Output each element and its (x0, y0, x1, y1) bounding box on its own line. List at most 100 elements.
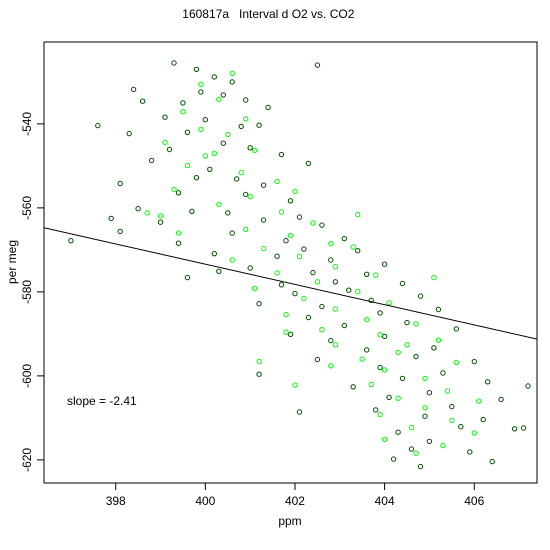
data-point (198, 126, 204, 133)
x-tick-label: 406 (464, 494, 484, 508)
data-point (413, 353, 419, 360)
data-point (381, 261, 388, 267)
data-point (175, 230, 182, 236)
data-point (301, 295, 307, 302)
data-point (332, 264, 338, 270)
data-point (440, 442, 446, 449)
data-point (377, 364, 383, 371)
data-point (171, 186, 177, 193)
data-point (130, 86, 137, 93)
data-point (350, 244, 356, 250)
data-point (180, 109, 186, 115)
data-point (283, 329, 289, 335)
data-point (435, 306, 442, 313)
y-tick-label: -600 (20, 364, 34, 388)
slope-annotation: slope = -2.41 (67, 394, 137, 408)
data-point (247, 145, 253, 151)
data-point (198, 81, 204, 88)
data-point (296, 253, 303, 260)
data-point (251, 285, 258, 292)
data-point (404, 342, 410, 348)
data-point (287, 198, 294, 204)
data-point (341, 322, 347, 329)
data-point (319, 222, 325, 228)
data-point (381, 367, 388, 373)
data-point (449, 417, 455, 424)
data-point (274, 178, 280, 185)
data-point (193, 175, 200, 181)
data-point (449, 403, 455, 410)
data-point (395, 349, 401, 356)
data-point (238, 123, 244, 130)
data-point (234, 176, 240, 182)
data-point (265, 104, 271, 111)
data-point (364, 316, 370, 323)
data-point (395, 429, 401, 435)
data-point (453, 326, 459, 332)
data-point (117, 180, 123, 187)
data-point (476, 398, 482, 404)
data-point (341, 235, 347, 242)
data-point (301, 246, 307, 252)
data-point (417, 463, 424, 470)
data-point (305, 314, 312, 321)
data-point (296, 409, 303, 415)
data-point (332, 306, 338, 312)
data-point (386, 394, 392, 400)
data-point (211, 251, 218, 257)
data-point (399, 375, 406, 382)
data-point (399, 280, 406, 287)
data-point (310, 269, 316, 276)
data-point (229, 257, 235, 263)
data-point (332, 279, 338, 285)
data-point (431, 345, 437, 351)
data-point (471, 430, 477, 436)
data-point (139, 98, 146, 104)
data-point (328, 337, 334, 344)
data-point (157, 213, 164, 219)
data-point (422, 405, 428, 411)
data-point (404, 319, 410, 326)
data-point (467, 449, 473, 455)
data-point (413, 321, 419, 327)
data-point (251, 147, 258, 154)
regression-line (44, 227, 537, 340)
data-point (243, 226, 249, 233)
data-point (377, 332, 383, 338)
data-point (274, 270, 280, 276)
data-point (211, 150, 218, 157)
data-point (319, 327, 325, 333)
data-point (364, 347, 370, 353)
data-point (314, 62, 321, 68)
data-point (220, 140, 227, 146)
data-point (485, 379, 491, 385)
data-point (520, 425, 527, 431)
data-point (117, 228, 123, 235)
y-tick-label: -620 (20, 448, 34, 472)
data-point (243, 191, 249, 198)
y-axis-label: per meg (5, 240, 19, 284)
axis-ticks: 398 400 402 404 406 -620 -600 -580 -560 -540 (20, 112, 485, 508)
data-point (95, 122, 101, 129)
data-point (310, 220, 316, 226)
data-point (220, 92, 227, 98)
data-point (278, 282, 285, 288)
data-point (417, 293, 424, 299)
data-point (359, 356, 365, 362)
data-point (422, 375, 428, 382)
data-point (471, 358, 477, 365)
data-point (386, 300, 392, 306)
data-point (444, 388, 451, 394)
data-point (216, 268, 222, 274)
x-tick-label: 400 (195, 494, 215, 508)
data-point (377, 411, 383, 418)
data-point (314, 279, 321, 285)
data-point (368, 381, 374, 387)
data-point (377, 310, 383, 316)
data-point (247, 265, 253, 271)
data-point (243, 116, 249, 122)
data-point (184, 162, 191, 169)
data-point (511, 426, 518, 432)
data-point (256, 122, 262, 128)
